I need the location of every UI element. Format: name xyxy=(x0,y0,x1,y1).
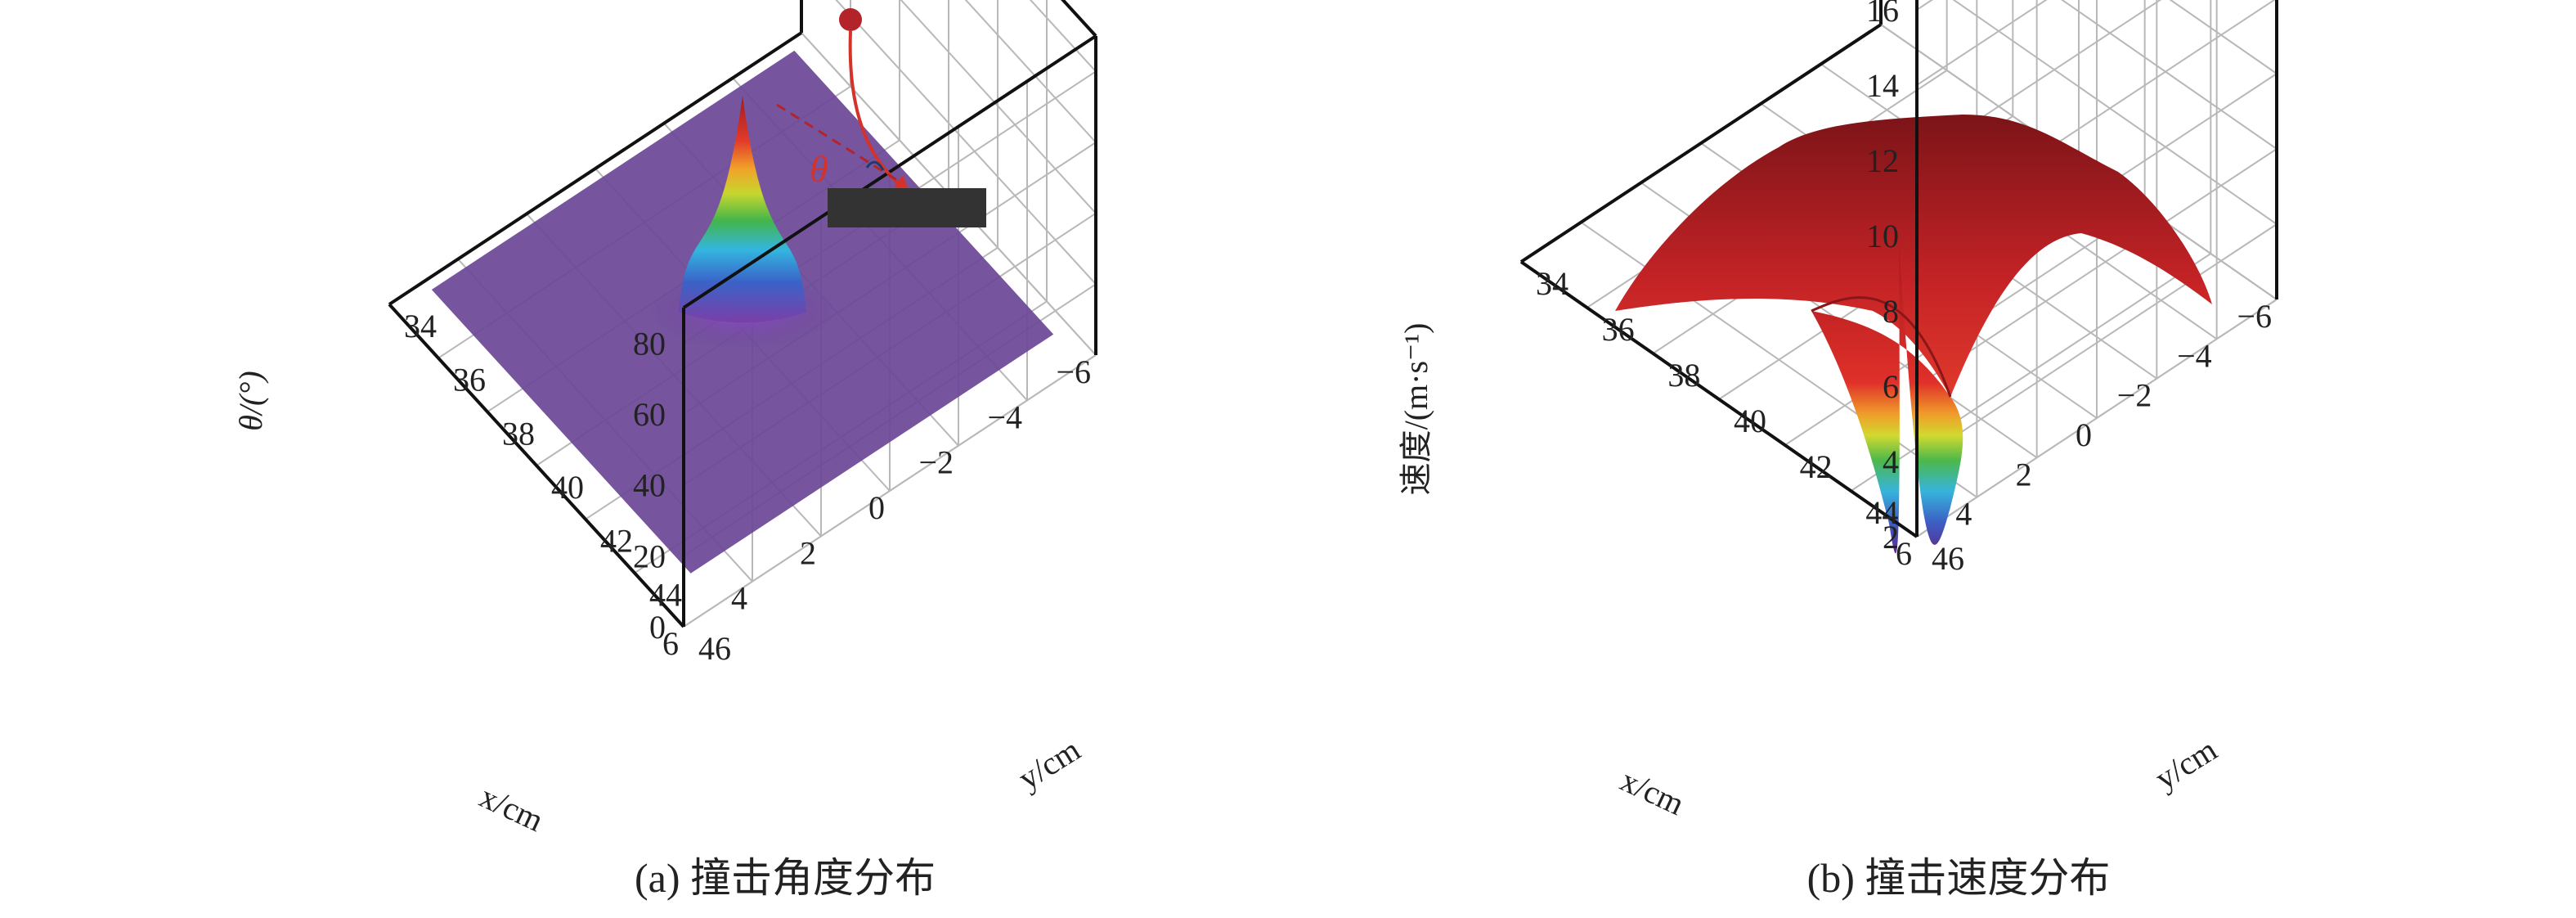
inset-droplet-trajectory xyxy=(848,30,901,186)
panel-a-y-axis-label: y/cm xyxy=(1012,731,1087,797)
panel-b-x-tick-label: 6 xyxy=(1896,535,1912,572)
panel-a-y-tick-label: 46 xyxy=(698,630,731,667)
panel-a-z-axis-label: θ/(°) xyxy=(232,371,269,430)
panel-b-funnel xyxy=(1811,243,1963,554)
panel-b-y-tick-label: 38 xyxy=(1667,357,1700,394)
panel-b-floor-grid-line xyxy=(1850,253,2211,492)
panel-b-y-tick-label: 36 xyxy=(1602,311,1635,348)
panel-a-surface xyxy=(431,50,1054,574)
panel-b-z-tick-label: 14 xyxy=(1866,67,1899,104)
panel-b-y-tick-label: 44 xyxy=(1865,494,1898,531)
panel-a-y-tick-label: 34 xyxy=(404,308,437,344)
panel-b-z-grid-line xyxy=(1916,299,2278,538)
panel-a-y-tick-label: 38 xyxy=(502,415,535,452)
panel-b-z-grid-line xyxy=(1916,0,2048,86)
panel-b-y-tick-label: 40 xyxy=(1734,403,1766,439)
panel-b-z-tick-label: 10 xyxy=(1866,218,1899,254)
panel-b-z-tick-label: 2 xyxy=(1883,519,1899,556)
panel-b-y-axis-label: y/cm xyxy=(2148,731,2224,797)
panel-b-z-grid-line xyxy=(1916,148,2278,387)
panel-a-axes-frame xyxy=(388,0,1097,628)
panel-b-z-axis-label: 速度/(m·s⁻¹) xyxy=(1398,323,1434,496)
panel-b-z-grid-line xyxy=(2061,0,2278,150)
panel-b-y-tick-label: 46 xyxy=(1932,540,1964,577)
panel-b-x-axis-label: x/cm xyxy=(1615,761,1690,822)
panel-b-x-tick-label: −4 xyxy=(2177,337,2212,374)
panel-a-z-grid-line xyxy=(964,0,1097,143)
panel-a-z-tick-label: 40 xyxy=(633,467,666,504)
inset-droplet xyxy=(839,8,862,31)
panel-a-x-tick-label: −4 xyxy=(987,398,1022,435)
panel-a-x-axis-label: x/cm xyxy=(474,777,550,839)
panel-a-z-grid-line xyxy=(683,354,1097,628)
panel-a-y-tick-label: 42 xyxy=(600,523,633,560)
panel-b-funnel-edge xyxy=(1811,296,1952,398)
panel-a-x-tick-label: 4 xyxy=(731,580,747,617)
panel-a-x-tick-label: −6 xyxy=(1056,353,1091,390)
panel-a-z-tick-label: 60 xyxy=(633,396,666,433)
panel-b-surface xyxy=(1615,115,2212,554)
panel-a-axis-edge xyxy=(388,31,803,306)
panel-b-x-tick-label: −6 xyxy=(2237,298,2272,335)
panel-b-z-grid-line xyxy=(1916,223,2278,462)
panel-a-z-tick-label: 80 xyxy=(633,325,666,362)
panel-b-rim-surface xyxy=(1615,115,2212,397)
panel-b-x-tick-label: 4 xyxy=(1955,496,1972,533)
inset-angle-arc xyxy=(865,160,885,171)
panel-a-axis-edge xyxy=(682,34,1097,309)
panel-a-caption: (a) 撞击角度分布 xyxy=(635,855,936,901)
panel-a-y-tick-label: 36 xyxy=(453,362,486,398)
panel-a-x-tick-label: 6 xyxy=(662,625,679,662)
panel-a-inset-droplet-impact: θ xyxy=(776,8,986,227)
panel-a-axis-edge xyxy=(388,303,685,628)
inset-angle-label: θ xyxy=(810,148,828,190)
panel-b-x-tick-label: −2 xyxy=(2117,377,2152,414)
panel-b-caption: (b) 撞击速度分布 xyxy=(1807,855,2111,901)
panel-b-y-tick-label: 42 xyxy=(1800,448,1833,485)
panel-b-z-tick-label: 6 xyxy=(1883,368,1899,405)
panel-a-x-tick-label: −2 xyxy=(918,444,954,481)
panel-a-x-tick-label: 2 xyxy=(800,534,816,571)
panel-b-z-tick-label: 4 xyxy=(1883,443,1899,480)
panel-b-z-grid-line xyxy=(2169,0,2278,74)
panel-a-x-tick-label: 0 xyxy=(868,489,885,526)
panel-b-x-tick-label: 2 xyxy=(2016,456,2032,493)
panel-b-z-tick-label: 16 xyxy=(1866,0,1899,29)
panel-a-z-tick-label: 20 xyxy=(633,538,666,574)
panel-a-y-tick-label: 44 xyxy=(649,576,682,613)
panel-a-z-grid-line xyxy=(900,0,1097,214)
panel-a-z-tick-label: 0 xyxy=(649,609,666,646)
inset-plate xyxy=(828,188,986,227)
panel-b-z-grid-line xyxy=(1952,0,2278,225)
panel-a-z-grid-line xyxy=(1029,0,1097,73)
panel-b-z-tick-label: 12 xyxy=(1866,142,1899,179)
panel-b-axis-edge xyxy=(1519,23,1883,263)
panel-a-peak xyxy=(679,96,806,323)
panel-a-y-tick-label: 40 xyxy=(551,469,584,506)
panel-b-y-tick-label: 34 xyxy=(1536,265,1568,302)
panel-b-x-tick-label: 0 xyxy=(2076,416,2092,453)
panel-b-axes-frame xyxy=(1519,0,2278,538)
panel-b-z-tick-label: 8 xyxy=(1883,293,1899,330)
panel-b-axis-edge xyxy=(1519,260,1919,538)
inset-reference-line xyxy=(776,103,900,183)
inset-trajectory-arrowhead xyxy=(894,175,909,191)
